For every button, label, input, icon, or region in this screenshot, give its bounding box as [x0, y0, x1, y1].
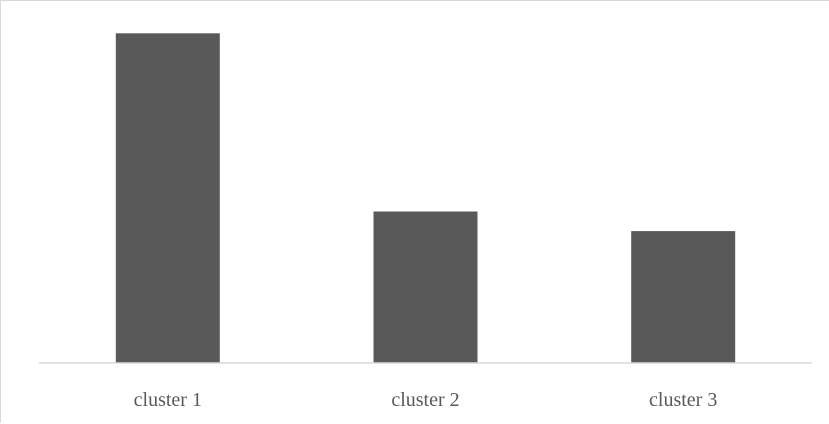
x-axis-labels: cluster 1 cluster 2 cluster 3: [134, 389, 718, 411]
bar-cluster-1: [115, 33, 220, 364]
bars-layer: [115, 33, 736, 364]
bar-cluster-3: [631, 231, 736, 363]
x-tick-label-cluster-3: cluster 3: [649, 389, 717, 411]
bar-cluster-2: [373, 211, 478, 363]
x-tick-label-cluster-2: cluster 2: [391, 389, 459, 411]
x-tick-label-cluster-1: cluster 1: [134, 389, 202, 411]
